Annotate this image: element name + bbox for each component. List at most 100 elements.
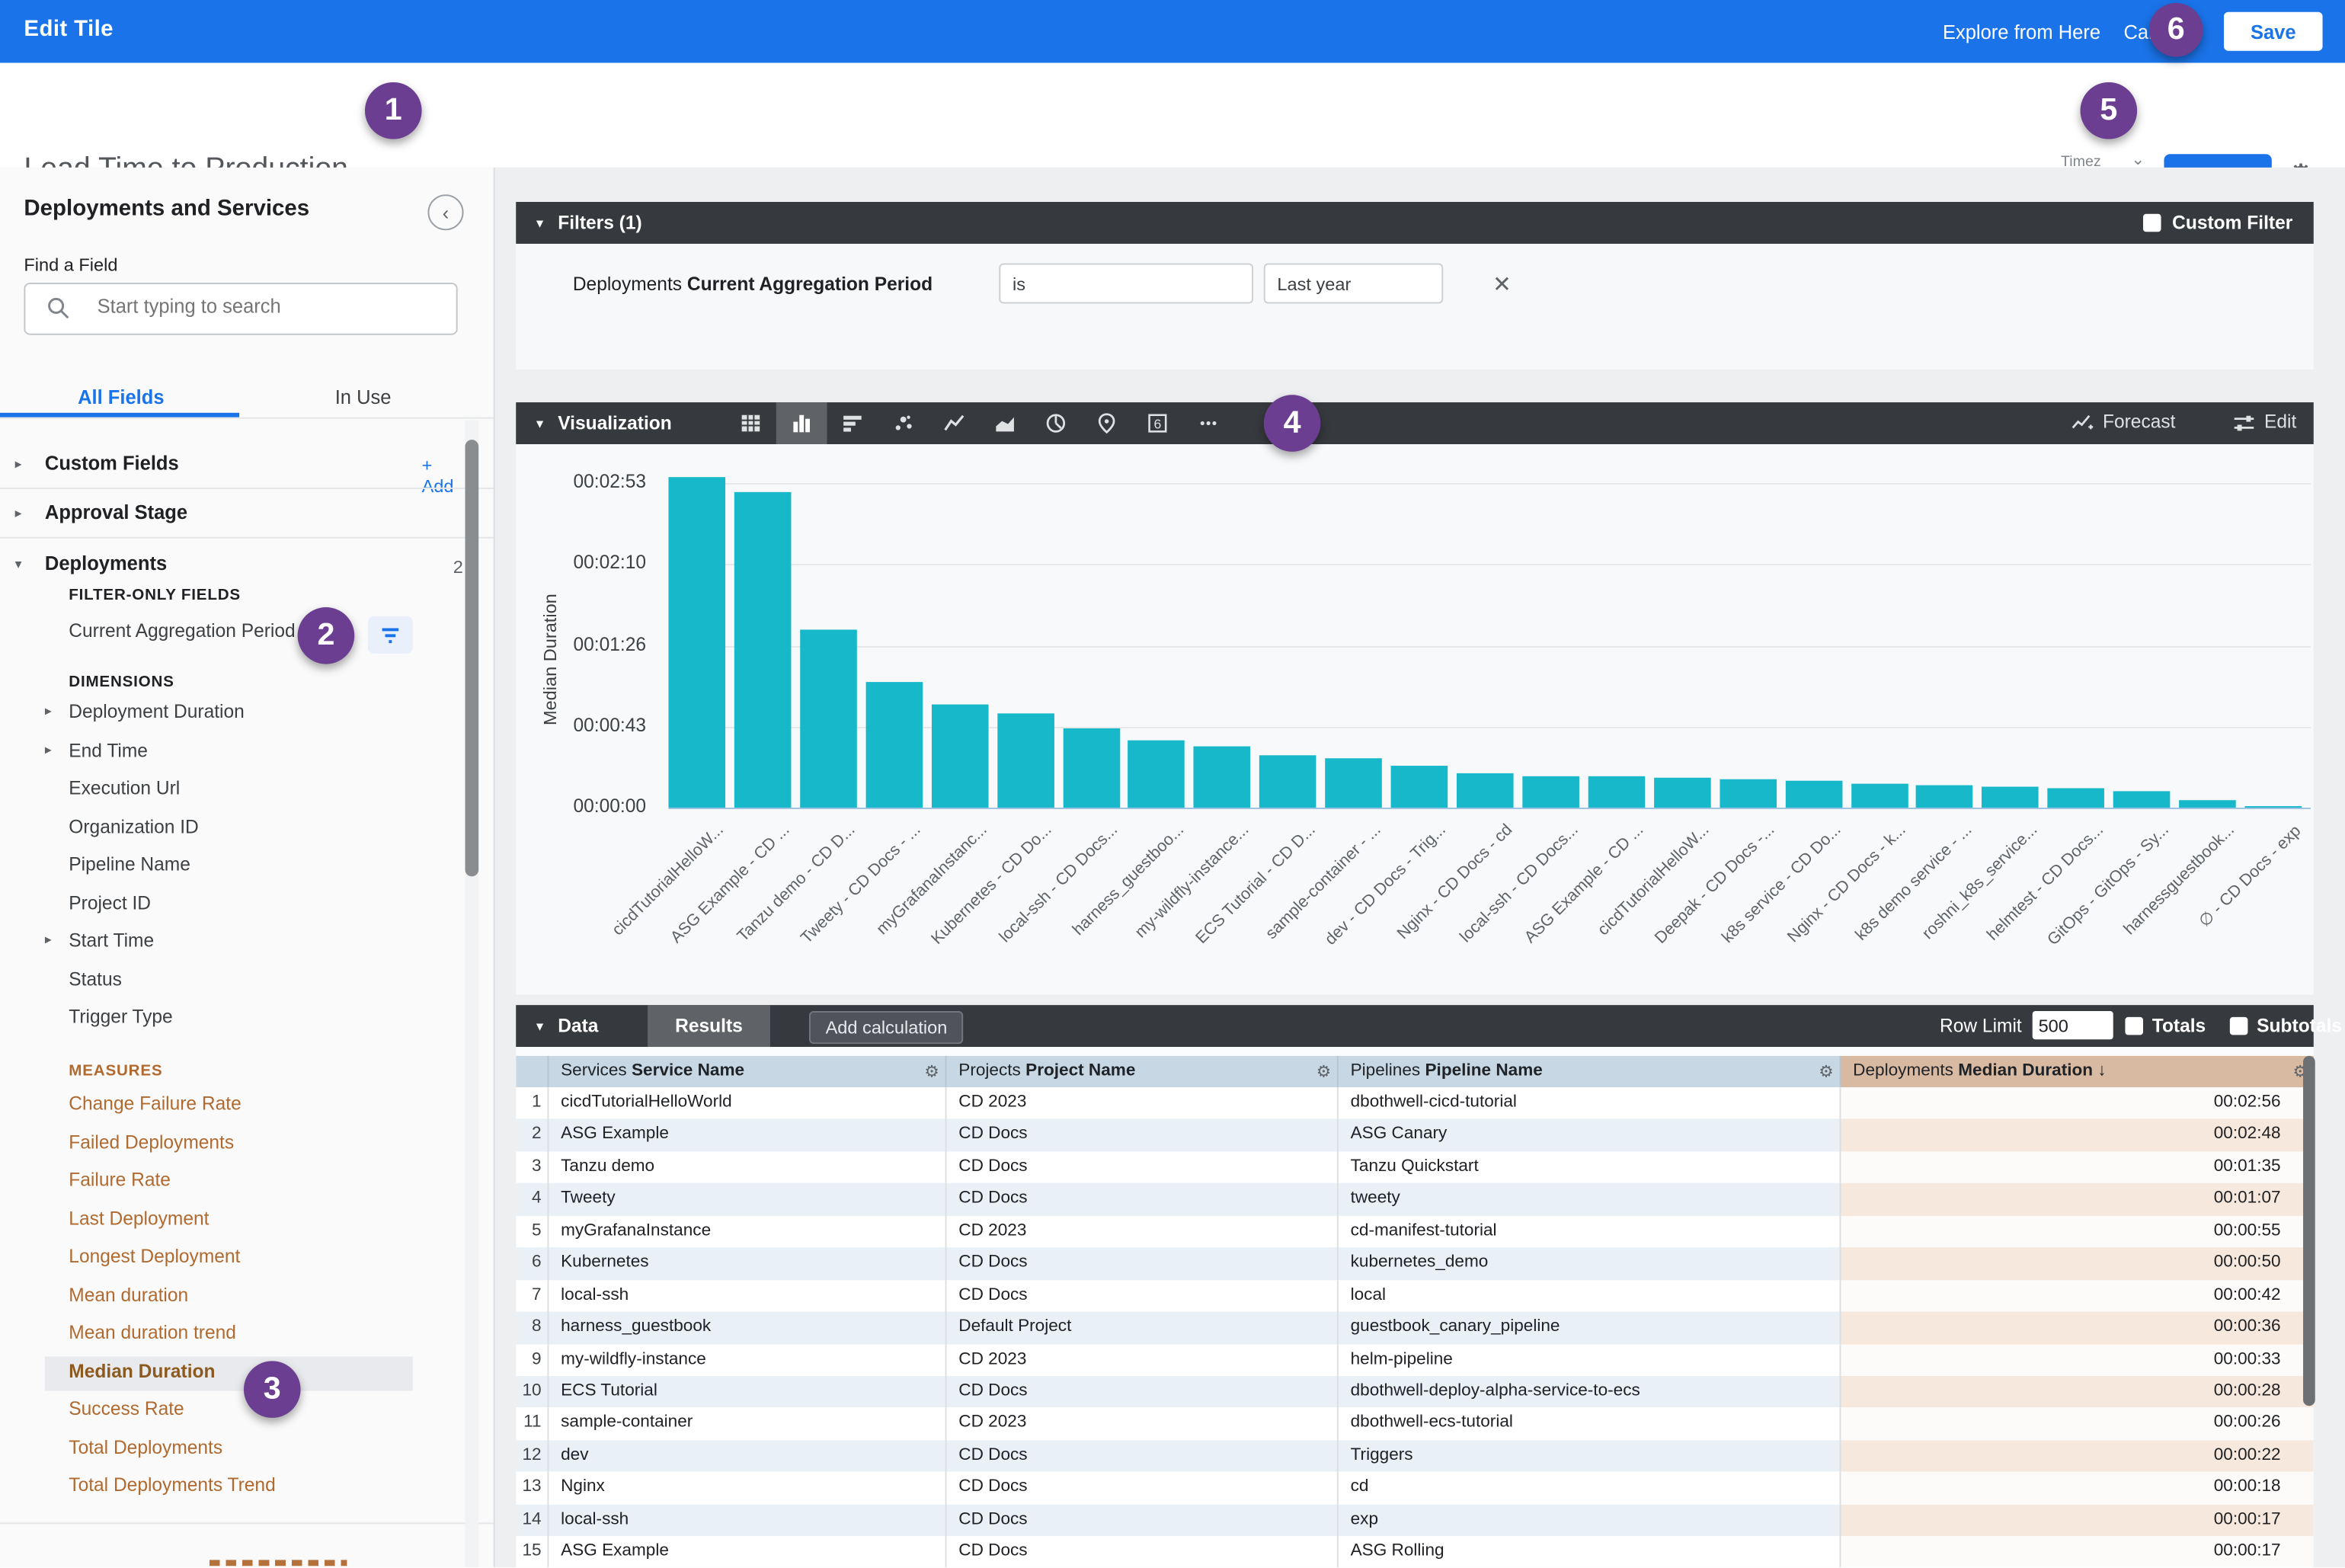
scatter-viz-icon[interactable]: [878, 402, 929, 444]
sidebar-field-deployment-duration[interactable]: ▸Deployment Duration: [0, 697, 461, 731]
table-row[interactable]: 1cicdTutorialHelloWorldCD 2023dbothwell-…: [516, 1087, 2314, 1119]
bar-viz-icon[interactable]: [776, 402, 827, 444]
area-viz-icon[interactable]: [980, 402, 1031, 444]
tab-results[interactable]: Results: [648, 1005, 770, 1047]
cell-pipeline-name[interactable]: ASG Canary: [1339, 1119, 1841, 1151]
cell-service-name[interactable]: ASG Example: [549, 1119, 946, 1151]
sidebar-group-approval-stage[interactable]: ▸ Approval Stage: [0, 501, 464, 534]
explore-from-here-link[interactable]: Explore from Here: [1943, 21, 2100, 43]
subtotals-checkbox[interactable]: [2230, 1017, 2248, 1035]
field-search-input[interactable]: [94, 293, 444, 318]
table-row[interactable]: 4TweetyCD Docstweety00:01:07: [516, 1183, 2314, 1215]
table-row[interactable]: 14local-sshCD Docsexp00:00:17: [516, 1504, 2314, 1536]
sidebar-field-median-duration[interactable]: Median Duration: [45, 1355, 413, 1390]
sidebar-field-status[interactable]: Status: [0, 964, 461, 998]
chart-bar[interactable]: [1982, 787, 2039, 808]
cell-service-name[interactable]: harness_guestbook: [549, 1312, 946, 1344]
chart-bar[interactable]: [2113, 791, 2171, 808]
cell-project-name[interactable]: CD Docs: [947, 1504, 1339, 1536]
cell-median-duration[interactable]: 00:00:26: [1841, 1408, 2313, 1440]
cell-service-name[interactable]: sample-container: [549, 1408, 946, 1440]
cell-service-name[interactable]: Kubernetes: [549, 1248, 946, 1280]
cell-pipeline-name[interactable]: helm-pipeline: [1339, 1344, 1841, 1376]
field-search-box[interactable]: [24, 283, 457, 335]
chart-bar[interactable]: [1326, 759, 1383, 808]
cell-median-duration[interactable]: 00:01:35: [1841, 1151, 2313, 1183]
single-value-viz-icon[interactable]: 6: [1132, 402, 1183, 444]
sidebar-group-deployments[interactable]: ▾ Deployments 2: [0, 552, 464, 584]
cell-median-duration[interactable]: 00:00:17: [1841, 1536, 2313, 1567]
cell-service-name[interactable]: Tweety: [549, 1183, 946, 1215]
sidebar-field-change-failure-rate[interactable]: Change Failure Rate: [45, 1089, 413, 1123]
cell-median-duration[interactable]: 00:00:22: [1841, 1440, 2313, 1472]
cell-service-name[interactable]: myGrafanaInstance: [549, 1215, 946, 1247]
expand-arrow-icon[interactable]: ▸: [45, 703, 52, 720]
cell-pipeline-name[interactable]: Tanzu Quickstart: [1339, 1151, 1841, 1183]
sidebar-field-end-time[interactable]: ▸End Time: [0, 735, 461, 770]
add-calculation-button[interactable]: Add calculation: [809, 1011, 964, 1044]
chart-bar[interactable]: [1851, 783, 1908, 808]
chart-bar[interactable]: [1785, 782, 1842, 808]
cell-project-name[interactable]: CD 2023: [947, 1215, 1339, 1247]
column-header-median-duration-sorted[interactable]: Deployments Median Duration ↓ ⚙: [1841, 1056, 2313, 1087]
cell-pipeline-name[interactable]: ASG Rolling: [1339, 1536, 1841, 1567]
cell-project-name[interactable]: CD Docs: [947, 1280, 1339, 1312]
sidebar-field-organization-id[interactable]: Organization ID: [0, 811, 461, 846]
cell-median-duration[interactable]: 00:00:33: [1841, 1344, 2313, 1376]
cell-project-name[interactable]: CD Docs: [947, 1119, 1339, 1151]
filters-header-bar[interactable]: ▼ Filters (1) Custom Filter: [516, 202, 2314, 244]
table-row[interactable]: 11sample-containerCD 2023dbothwell-ecs-t…: [516, 1408, 2314, 1440]
cell-service-name[interactable]: Nginx: [549, 1472, 946, 1504]
chart-bar[interactable]: [734, 492, 792, 808]
cell-service-name[interactable]: dev: [549, 1440, 946, 1472]
table-scrollbar-thumb[interactable]: [2303, 1056, 2315, 1406]
cell-median-duration[interactable]: 00:00:17: [1841, 1504, 2313, 1536]
chart-bar[interactable]: [1128, 740, 1185, 808]
cell-pipeline-name[interactable]: kubernetes_demo: [1339, 1248, 1841, 1280]
table-viz-icon[interactable]: [725, 402, 776, 444]
column-gear-icon[interactable]: ⚙: [1316, 1062, 1331, 1082]
sidebar-field-execution-url[interactable]: Execution Url: [0, 773, 461, 808]
map-viz-icon[interactable]: [1081, 402, 1132, 444]
sidebar-field-mean-duration-trend[interactable]: Mean duration trend: [45, 1317, 413, 1352]
cell-pipeline-name[interactable]: local: [1339, 1280, 1841, 1312]
column-gear-icon[interactable]: ⚙: [1819, 1062, 1833, 1082]
cell-pipeline-name[interactable]: guestbook_canary_pipeline: [1339, 1312, 1841, 1344]
column-header-project-name[interactable]: Projects Project Name ⚙: [947, 1056, 1339, 1087]
cell-project-name[interactable]: CD 2023: [947, 1344, 1339, 1376]
edit-visualization-button[interactable]: Edit: [2233, 411, 2297, 432]
sidebar-field-start-time[interactable]: ▸Start Time: [0, 926, 461, 960]
pie-viz-icon[interactable]: [1031, 402, 1082, 444]
cell-pipeline-name[interactable]: exp: [1339, 1504, 1841, 1536]
more-viz-icon[interactable]: [1183, 402, 1234, 444]
cell-service-name[interactable]: Tanzu demo: [549, 1151, 946, 1183]
cell-pipeline-name[interactable]: dbothwell-cicd-tutorial: [1339, 1087, 1841, 1119]
cell-median-duration[interactable]: 00:00:42: [1841, 1280, 2313, 1312]
cell-median-duration[interactable]: 00:00:18: [1841, 1472, 2313, 1504]
cell-pipeline-name[interactable]: Triggers: [1339, 1440, 1841, 1472]
table-row[interactable]: 5myGrafanaInstanceCD 2023cd-manifest-tut…: [516, 1215, 2314, 1247]
remove-filter-icon[interactable]: ✕: [1492, 270, 1512, 297]
cell-median-duration[interactable]: 00:00:55: [1841, 1215, 2313, 1247]
table-row[interactable]: 15ASG ExampleCD DocsASG Rolling00:00:17: [516, 1536, 2314, 1567]
filter-by-field-button[interactable]: [368, 616, 413, 654]
chart-bar[interactable]: [1522, 776, 1579, 808]
chart-bar[interactable]: [1391, 766, 1448, 808]
sidebar-field-failure-rate[interactable]: Failure Rate: [45, 1165, 413, 1199]
chart-bar[interactable]: [997, 714, 1054, 808]
expand-arrow-icon[interactable]: ▸: [45, 932, 52, 949]
cell-service-name[interactable]: my-wildfly-instance: [549, 1344, 946, 1376]
chart-bar[interactable]: [2179, 800, 2236, 808]
chart-bar[interactable]: [1654, 778, 1711, 808]
tab-all-fields[interactable]: All Fields: [78, 386, 164, 408]
cell-project-name[interactable]: CD 2023: [947, 1087, 1339, 1119]
cell-pipeline-name[interactable]: tweety: [1339, 1183, 1841, 1215]
totals-checkbox[interactable]: [2125, 1017, 2143, 1035]
cell-service-name[interactable]: ASG Example: [549, 1536, 946, 1567]
cell-median-duration[interactable]: 00:00:50: [1841, 1248, 2313, 1280]
cell-median-duration[interactable]: 00:00:36: [1841, 1312, 2313, 1344]
table-row[interactable]: 13NginxCD Docscd00:00:18: [516, 1472, 2314, 1504]
column-header-pipeline-name[interactable]: Pipelines Pipeline Name ⚙: [1339, 1056, 1841, 1087]
chart-bar[interactable]: [1917, 785, 1974, 808]
chart-bar[interactable]: [2048, 789, 2105, 808]
